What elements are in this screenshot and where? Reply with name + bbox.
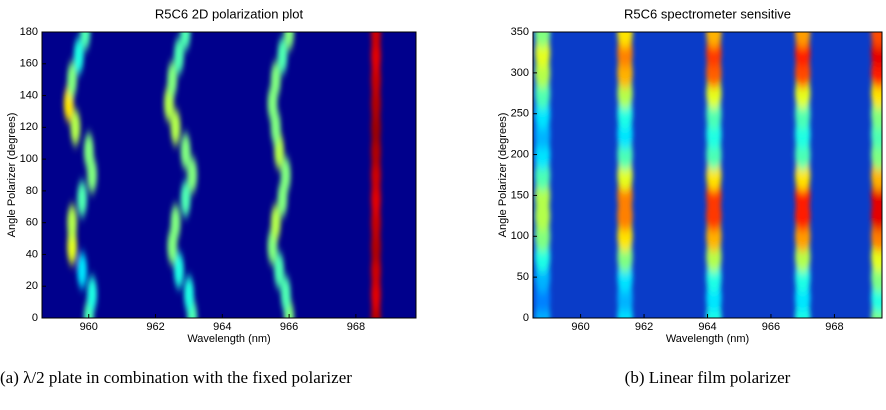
peak-segment [180,133,191,170]
peak-segment [173,252,184,289]
y-tick-label: 150 [511,189,529,201]
y-tick-label: 40 [26,248,38,260]
y-tick-label: 60 [26,217,38,229]
x-tick-label: 966 [280,321,298,333]
peak-segment [183,276,194,313]
x-tick-label: 968 [825,321,843,333]
peak-segment [370,32,381,50]
x-tick-label: 964 [698,321,716,333]
y-tick-label: 140 [20,89,38,101]
x-tick-label: 960 [80,321,98,333]
y-tick-label: 200 [511,148,529,160]
background [42,32,416,318]
chart-title: R5C6 2D polarization plot [155,6,304,21]
y-axis-label: Angle Polarizer (degrees) [497,113,509,238]
y-tick-label: 50 [517,271,529,283]
plot-area [42,32,416,318]
chart-title: R5C6 spectrometer sensitive [624,6,791,21]
peak-segment [67,204,78,241]
peak-segment [83,133,94,170]
x-tick-label: 964 [213,321,231,333]
peak-segment [180,180,191,217]
peak-segment [170,204,181,241]
caption: (b) Linear film polarizer [624,368,791,387]
peak-segment [77,180,88,217]
peak-segment [70,109,81,146]
x-axis-label: Wavelength (nm) [187,333,270,345]
peak-segment [794,32,811,48]
peak-segment [67,61,78,98]
peak-segment [167,61,178,98]
y-tick-label: 100 [20,153,38,165]
peak-segment [705,32,722,48]
peak-segment [280,157,291,193]
x-tick-label: 966 [762,321,780,333]
peak-segment [534,32,551,48]
y-tick-label: 350 [511,26,529,38]
y-tick-label: 120 [20,121,38,133]
y-tick-label: 160 [20,58,38,70]
peak-segment [274,252,285,289]
peak-segment [277,37,288,74]
x-tick-label: 962 [635,321,653,333]
peak-segment [80,32,91,50]
peak-segment [270,61,281,98]
peaks [63,32,381,318]
charts: 960 962 964 966 968 0 20 40 60 80 100 120 140 160 180 R… [6,6,883,345]
y-tick-label: 0 [523,312,529,324]
peak-segment [280,276,291,313]
peak-segment [870,32,882,48]
y-tick-label: 250 [511,108,529,120]
peak-segment [73,37,84,74]
peak-segment [270,204,281,241]
y-tick-label: 100 [511,230,529,242]
x-tick-label: 968 [347,321,365,333]
peaks [534,32,882,318]
peak-segment [77,252,88,289]
axes-frame [41,31,417,319]
y-axis-label: Angle Polarizer (degrees) [6,113,18,238]
plot-area [533,32,882,318]
peak-segment [87,276,98,313]
x-axis-label: Wavelength (nm) [666,333,749,345]
peak-segment [173,37,184,74]
peak-segment [170,109,181,146]
x-tick-label: 962 [146,321,164,333]
y-tick-label: 80 [26,185,38,197]
peak-segment [187,157,198,193]
x-tick-label: 960 [571,321,589,333]
y-tick-label: 0 [32,312,38,324]
peak-segment [180,32,191,50]
caption: (a) λ/2 plate in combination with the fi… [0,368,352,387]
y-tick-label: 300 [511,67,529,79]
peak-segment [617,32,634,48]
peak-segment [284,32,295,50]
y-tick-label: 20 [26,280,38,292]
y-tick-label: 180 [20,26,38,38]
